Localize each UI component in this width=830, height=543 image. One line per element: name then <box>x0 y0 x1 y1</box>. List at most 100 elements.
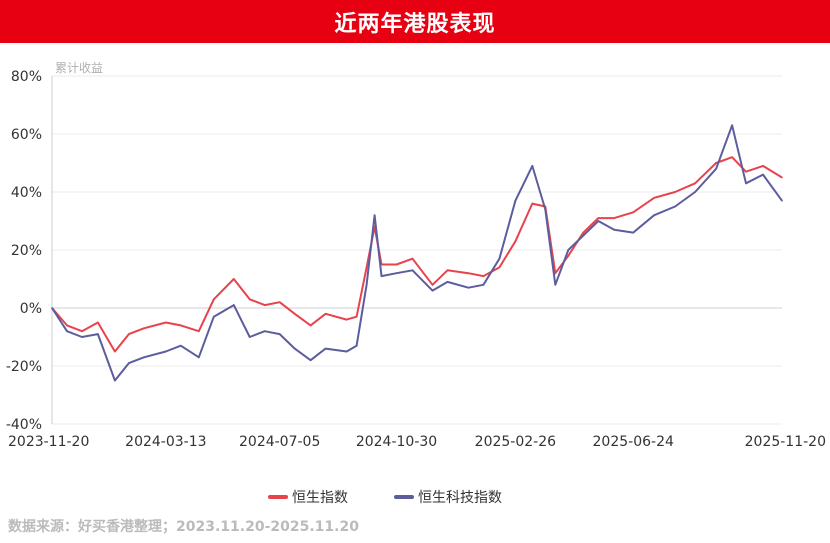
x-tick-label: 2024-07-05 <box>239 434 320 450</box>
data-point <box>498 257 501 260</box>
y-tick-label: 60% <box>11 127 42 143</box>
x-tick-label: 2024-10-30 <box>356 434 437 450</box>
legend-label-hstech: 恒生科技指数 <box>418 490 502 506</box>
data-point <box>531 202 534 205</box>
series-lines <box>51 124 783 382</box>
data-point <box>345 350 348 353</box>
data-point <box>694 191 696 193</box>
data-point <box>781 199 783 202</box>
data-point <box>213 298 215 301</box>
data-point <box>180 344 182 347</box>
data-point <box>248 298 251 301</box>
data-point <box>213 315 215 318</box>
data-point <box>248 336 251 338</box>
data-point <box>674 191 676 193</box>
y-tick-label: 0% <box>20 301 42 317</box>
data-point <box>66 330 68 333</box>
data-point <box>446 269 449 272</box>
data-point <box>66 324 68 327</box>
legend: 恒生指数 恒生科技指数 <box>268 490 502 506</box>
data-point <box>81 336 83 338</box>
data-point <box>355 344 358 347</box>
data-point <box>498 266 501 269</box>
data-point <box>233 278 235 280</box>
data-point <box>613 228 615 231</box>
series-line-hstech <box>51 124 783 382</box>
data-point <box>446 281 449 283</box>
data-point <box>380 275 383 277</box>
title-banner: 近两年港股表现 <box>0 0 830 43</box>
data-point <box>514 199 517 202</box>
series-line-hsi <box>51 156 783 353</box>
data-point <box>597 220 600 222</box>
data-point <box>365 284 368 286</box>
data-point <box>731 156 733 158</box>
data-point <box>324 347 327 350</box>
data-point <box>233 304 235 306</box>
chart-title: 近两年港股表现 <box>334 12 496 37</box>
data-point <box>482 275 485 277</box>
data-point <box>567 249 570 251</box>
data-point <box>324 313 327 315</box>
legend-item-hstech[interactable]: 恒生科技指数 <box>394 490 502 506</box>
y-tick-label: 20% <box>11 243 42 259</box>
data-point <box>613 217 615 219</box>
y-tick-label: -40% <box>6 417 42 433</box>
data-point <box>431 289 434 292</box>
data-point <box>198 330 200 333</box>
data-point <box>674 205 676 208</box>
x-tick-label: 2025-02-26 <box>475 434 556 450</box>
data-point <box>632 231 634 234</box>
data-point <box>309 359 312 362</box>
data-point <box>653 197 655 199</box>
data-point <box>51 307 53 309</box>
data-point <box>355 315 358 318</box>
data-point <box>781 176 783 179</box>
legend-item-hsi[interactable]: 恒生指数 <box>268 490 348 506</box>
data-point <box>567 255 570 257</box>
legend-label-hsi: 恒生指数 <box>292 490 348 506</box>
data-point <box>180 324 182 327</box>
line-chart: 80%60%40%20%0%-20%-40% 累计收益 2023-11-20 20… <box>6 61 826 506</box>
data-point <box>128 333 130 335</box>
data-point <box>653 214 655 216</box>
data-point <box>143 327 145 330</box>
data-point <box>715 168 717 170</box>
data-point <box>745 170 747 173</box>
data-point <box>554 284 557 286</box>
data-point <box>411 269 414 272</box>
data-point <box>411 257 414 260</box>
data-point <box>293 313 296 315</box>
x-tick-label: 2025-11-20 <box>745 434 826 450</box>
data-point <box>745 182 747 185</box>
data-point <box>198 356 200 359</box>
data-point <box>395 263 398 266</box>
data-point <box>632 211 634 214</box>
data-point <box>431 284 434 286</box>
data-point <box>531 165 534 167</box>
data-point <box>165 350 167 353</box>
x-tick-label: 2025-06-24 <box>593 434 674 450</box>
data-point <box>309 324 312 327</box>
data-point <box>597 217 600 219</box>
y-tick-label: 40% <box>11 185 42 201</box>
data-point <box>694 182 696 185</box>
data-point <box>395 272 398 275</box>
data-point <box>582 234 585 237</box>
data-point <box>114 350 116 353</box>
data-point <box>582 231 585 234</box>
data-point <box>114 379 116 382</box>
data-point <box>81 330 83 333</box>
y-tick-label: -20% <box>6 359 42 375</box>
data-point <box>345 318 348 321</box>
data-point <box>278 333 281 335</box>
data-point <box>165 321 167 324</box>
grid-lines <box>52 75 782 425</box>
y-axis-ticks: 80% 60% 40% 20% 0% -20% -40% <box>6 69 42 433</box>
data-point <box>263 304 266 306</box>
data-point <box>97 333 99 335</box>
data-point <box>365 266 368 269</box>
data-point <box>97 321 99 324</box>
x-axis-ticks: 2023-11-20 2024-03-13 2024-07-05 2024-10-30… <box>8 434 826 450</box>
data-point <box>373 214 376 216</box>
